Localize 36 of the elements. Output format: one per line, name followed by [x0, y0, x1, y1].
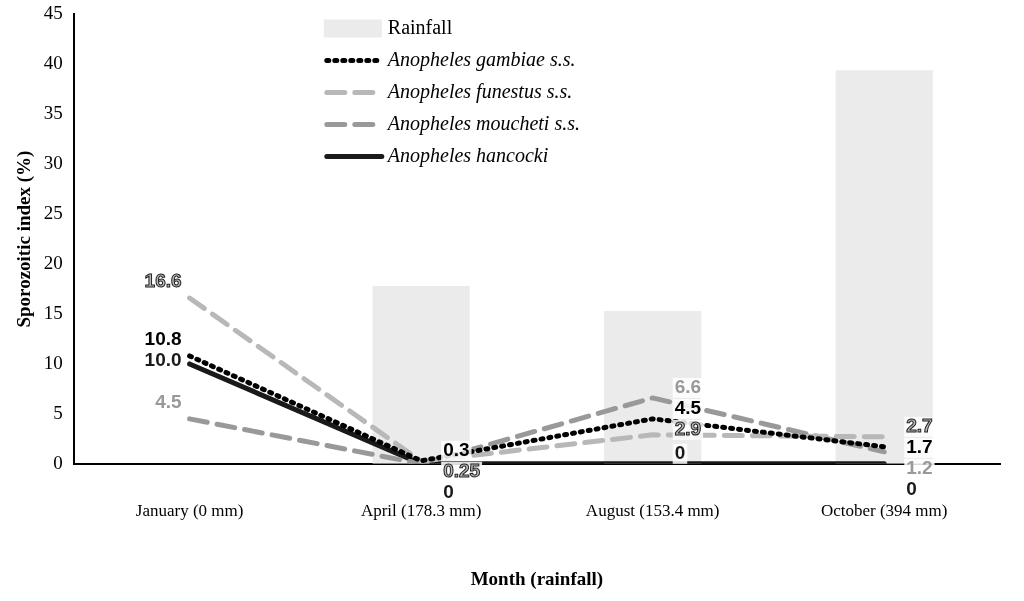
y-tick-label: 20 — [43, 252, 63, 274]
y-tick-label: 30 — [43, 152, 63, 174]
x-axis-title: Month (rainfall) — [470, 567, 604, 590]
data-label: 0 — [443, 481, 454, 503]
y-tick-label: 0 — [53, 451, 63, 473]
x-tick-label: January (0 mm) — [135, 501, 244, 521]
data-label: 2.9 — [674, 418, 702, 440]
data-label: 10.0 — [144, 349, 182, 371]
data-label: 2.7 — [906, 415, 933, 437]
y-tick-label: 45 — [43, 2, 63, 24]
y-tick-label: 35 — [43, 102, 63, 124]
data-label: 4.5 — [155, 391, 182, 413]
data-label: 0 — [674, 442, 686, 464]
x-tick-label: October (394 mm) — [820, 501, 948, 521]
legend-label: Anopheles hancocki — [385, 143, 549, 167]
legend-label: Anopheles gambiae s.s. — [385, 47, 576, 71]
y-tick-label: 25 — [43, 202, 63, 224]
data-label: 0 — [906, 478, 917, 500]
data-label: 10.8 — [144, 328, 182, 350]
legend-label: Rainfall — [387, 15, 453, 38]
data-label: 1.2 — [906, 457, 933, 479]
data-label: 16.6 — [144, 270, 182, 292]
data-label: 0.3 — [443, 439, 470, 461]
x-tick-label: April (178.3 mm) — [360, 501, 482, 521]
y-axis-title: Sporozoitic index (%) — [13, 150, 36, 328]
x-tick-label: August (153.4 mm) — [585, 501, 720, 521]
y-tick-label: 10 — [43, 351, 63, 373]
legend-label: Anopheles moucheti s.s. — [385, 111, 580, 135]
y-tick-label: 15 — [43, 301, 63, 323]
y-tick-label: 5 — [53, 401, 63, 423]
data-label: 6.6 — [674, 376, 702, 398]
data-label: 4.5 — [674, 397, 702, 419]
data-label: 0.25 — [443, 460, 481, 482]
data-label: 1.7 — [906, 436, 933, 458]
y-tick-label: 40 — [43, 52, 63, 74]
legend-label: Anopheles funestus s.s. — [385, 79, 573, 103]
